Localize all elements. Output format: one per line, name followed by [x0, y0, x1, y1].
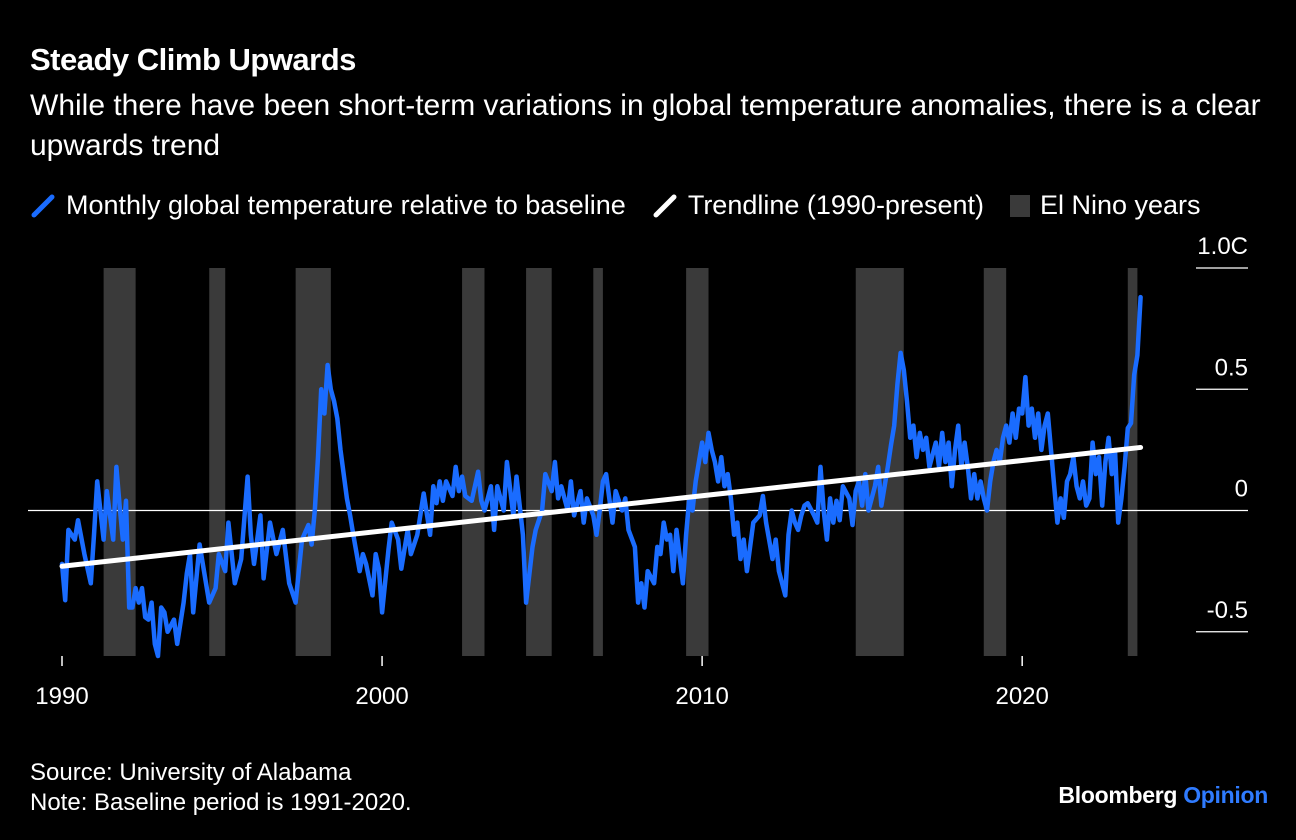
legend-item-trend: Trendline (1990-present): [652, 190, 984, 221]
legend-elnino-label: El Nino years: [1039, 190, 1201, 220]
x-tick-label-2: 2010: [675, 683, 728, 710]
legend: Monthly global temperature relative to b…: [30, 190, 1201, 221]
legend-item-monthly: Monthly global temperature relative to b…: [30, 190, 626, 221]
y-tick-label-0: 1.0C: [1197, 233, 1248, 260]
elnino-bands: [103, 268, 1138, 656]
y-tick-label-1: 0.5: [1215, 354, 1248, 381]
footer-notes: Source: University of Alabama Note: Base…: [30, 758, 412, 818]
elnino-band-7: [855, 268, 904, 656]
chart-title: Steady Climb Upwards: [30, 42, 356, 77]
elnino-band-4: [526, 268, 552, 656]
elnino-band-3: [462, 268, 485, 656]
elnino-band-2: [295, 268, 331, 656]
elnino-band-9: [1127, 268, 1138, 656]
brand-sub: Opinion: [1183, 782, 1268, 808]
source-note: Source: University of Alabama: [30, 759, 352, 786]
monthly-temperature-line: [59, 294, 1143, 659]
legend-item-elnino: El Nino years: [1009, 190, 1201, 221]
legend-trend-line-icon: [653, 194, 677, 217]
brand-logo: Bloomberg Opinion: [1058, 782, 1268, 809]
x-tick-label-3: 2020: [995, 683, 1048, 710]
legend-monthly-label: Monthly global temperature relative to b…: [66, 190, 626, 220]
trendline: [59, 444, 1144, 569]
legend-trend-label: Trendline (1990-present): [687, 190, 984, 220]
y-tick-label-2: 0: [1235, 476, 1248, 503]
y-tick-label-3: -0.5: [1207, 597, 1248, 624]
chart-subtitle: While there have been short-term variati…: [30, 89, 1261, 162]
brand-main: Bloomberg: [1058, 782, 1178, 808]
x-tick-label-1: 2000: [355, 683, 408, 710]
x-axis: 1990 2000 2010 2020: [35, 656, 1049, 710]
legend-elnino-swatch-icon: [1009, 194, 1030, 217]
x-tick-label-0: 1990: [35, 683, 88, 710]
series-layer: [59, 294, 1144, 659]
elnino-band-5: [593, 268, 603, 656]
y-axis: 1.0C 0.5 0 -0.5: [1196, 233, 1248, 633]
legend-monthly-line-icon: [31, 194, 55, 217]
baseline-note: Note: Baseline period is 1991-2020.: [30, 789, 412, 816]
